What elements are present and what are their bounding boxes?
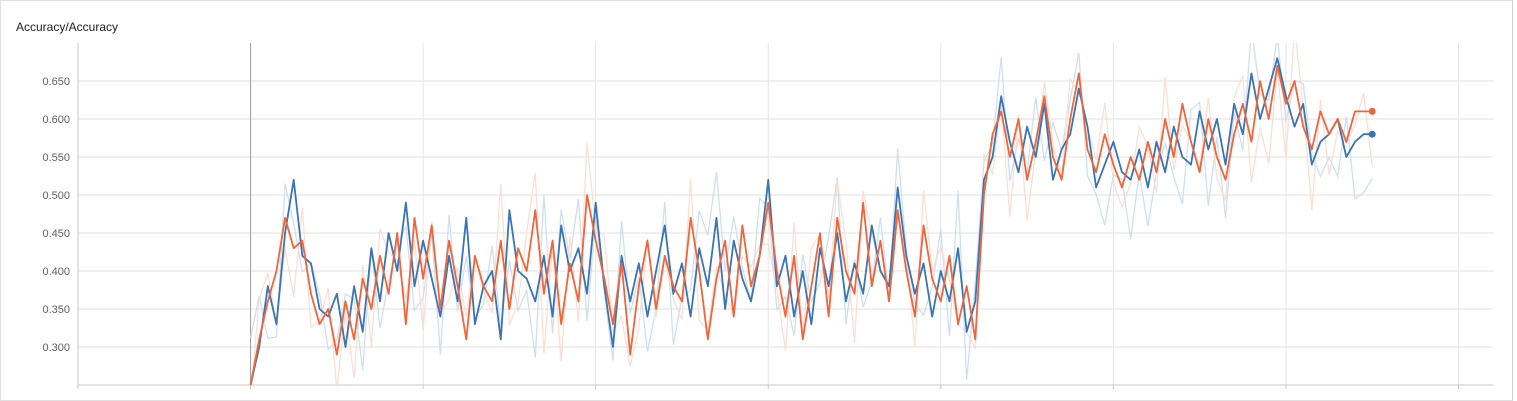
series-2-end-point	[1368, 107, 1376, 115]
series-2-line	[249, 64, 1373, 385]
chart-title: Accuracy/Accuracy	[16, 20, 119, 34]
y-tick-label: 0.450	[42, 228, 70, 240]
series-1-line	[249, 57, 1373, 385]
y-tick-label: 0.350	[42, 304, 70, 316]
y-tick-label: 0.400	[42, 266, 70, 278]
series-1-raw-line	[249, 43, 1373, 380]
series-1-end-point	[1368, 130, 1376, 138]
y-tick-label: 0.600	[42, 114, 70, 126]
y-tick-label: 0.300	[42, 342, 70, 354]
series-2-raw-line	[251, 43, 1373, 385]
y-tick-label: 0.650	[42, 76, 70, 88]
y-tick-label: 0.500	[42, 190, 70, 202]
y-tick-label: 0.550	[42, 152, 70, 164]
